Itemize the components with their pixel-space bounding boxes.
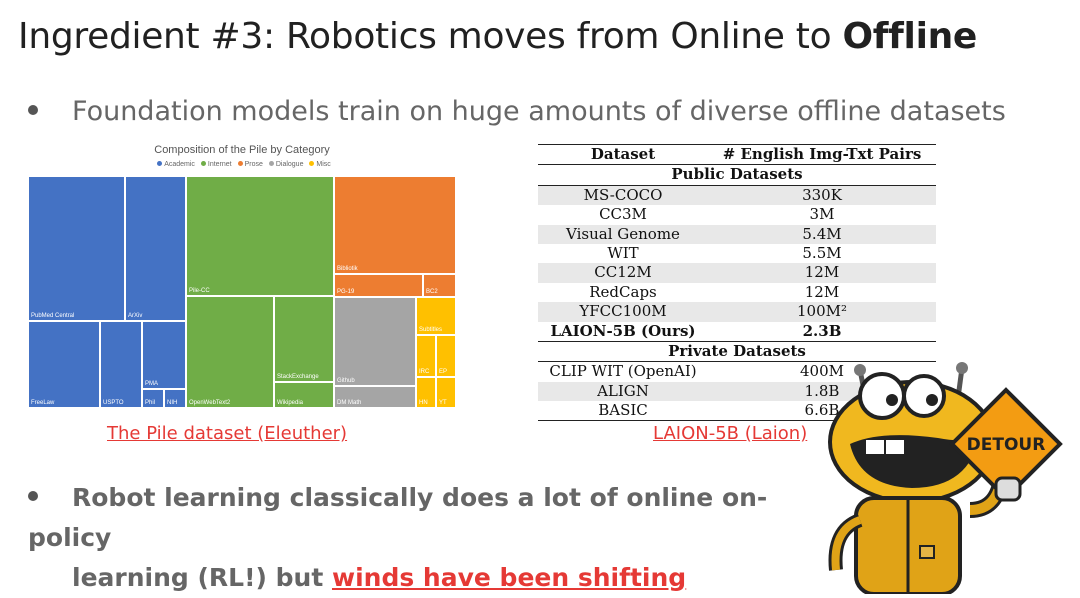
title-plain: Ingredient #3: Robotics moves from Onlin… [18, 16, 843, 57]
treemap-area: PubMed Central ArXiv FreeLaw USPTO PMA P… [28, 176, 456, 408]
cell-yt: YT [436, 377, 456, 408]
bullet-2-line1: Robot learning classically does a lot of… [28, 483, 768, 552]
table-row: CLIP WIT (OpenAI) 400M [549, 362, 844, 381]
cell-bc2: BC2 [423, 274, 456, 297]
laion-table: Dataset # English Img-Txt Pairs Public D… [538, 144, 936, 422]
legend-swatch-icon [200, 161, 206, 166]
table-row: WIT 5.5M [607, 243, 842, 262]
section-public: Public Datasets [538, 165, 936, 186]
cell-nih: NIH [164, 389, 186, 408]
treemap-title: Composition of the Pile by Category [154, 144, 330, 156]
bullet-dot-icon [28, 104, 38, 115]
legend-swatch-icon [309, 161, 315, 166]
cell-openwebtext2: OpenWebText2 [186, 296, 274, 408]
legend-swatch-icon [157, 161, 163, 166]
table-row: RedCaps 12M [589, 282, 840, 301]
table-row: YFCC100M 100M² [538, 302, 936, 322]
cell-pubmed-central: PubMed Central [28, 176, 125, 321]
cell-stackexchange: StackExchange [274, 296, 334, 382]
detour-robot-icon: DETOUR [828, 362, 1063, 594]
laion-caption-link[interactable]: LAION-5B (Laion) [653, 423, 808, 444]
cell-arxiv: ArXiv [125, 176, 186, 321]
legend-academic: Academic [164, 161, 195, 168]
pile-caption-link[interactable]: The Pile dataset (Eleuther) [107, 423, 348, 444]
section-private: Private Datasets [538, 340, 936, 363]
legend-swatch-icon [268, 161, 274, 166]
legend-internet: Internet [207, 161, 232, 168]
pile-treemap: Composition of the Pile by Category Acad… [28, 142, 456, 408]
cell-github: Github [334, 297, 416, 386]
cell-irc: IRC [416, 335, 436, 377]
bullet-2-line2: learning (RL!) but [72, 563, 332, 592]
cell-pg-19: PG-19 [334, 274, 423, 297]
cell-phil: Phil [142, 389, 164, 408]
detour-sign-text: DETOUR [967, 435, 1046, 455]
legend-swatch-icon [237, 161, 243, 166]
bullet-2: Robot learning classically does a lot of… [28, 478, 848, 598]
header-pairs: # English Img-Txt Pairs [722, 145, 922, 163]
table-header: Dataset # English Img-Txt Pairs [538, 144, 936, 166]
bullet-1-text: Foundation models train on huge amounts … [72, 96, 1006, 127]
table-row: CC3M 3M [599, 205, 835, 224]
legend-prose: Prose [244, 161, 263, 168]
table-row: LAION-5B (Ours) 2.3B [550, 321, 842, 340]
cell-ep: EP [436, 335, 456, 377]
cell-freelaw: FreeLaw [28, 321, 100, 408]
cell-bibliotik: Bibliotik [334, 176, 456, 274]
slide-title: Ingredient #3: Robotics moves from Onlin… [18, 16, 977, 57]
cell-subtitles: Subtitles [416, 297, 456, 335]
table-row: Visual Genome 5.4M [538, 224, 936, 244]
title-bold: Offline [842, 16, 978, 57]
legend-misc: Misc [316, 161, 331, 168]
bullet-1: Foundation models train on huge amounts … [28, 96, 1006, 127]
cell-uspto: USPTO [100, 321, 142, 408]
cell-hn: HN [416, 377, 436, 408]
table-row: CC12M 12M [538, 263, 936, 283]
bullet-dot-icon [28, 491, 38, 501]
legend-dialogue: Dialogue [275, 161, 304, 168]
cell-wikipedia: Wikipedia [274, 382, 334, 408]
table-row: MS-COCO 330K [538, 185, 936, 206]
cell-dm-math: DM Math [334, 386, 416, 408]
table-row: BASIC 6.6B [538, 401, 936, 422]
cell-pma: PMA [142, 321, 186, 389]
cell-pile-cc: Pile-CC [186, 176, 334, 296]
header-dataset: Dataset [590, 145, 656, 163]
treemap-legend: Academic Internet Prose Dialogue Misc [28, 161, 456, 168]
winds-shifting-link[interactable]: winds have been shifting [331, 563, 687, 592]
table-row: ALIGN 1.8B [538, 381, 936, 402]
